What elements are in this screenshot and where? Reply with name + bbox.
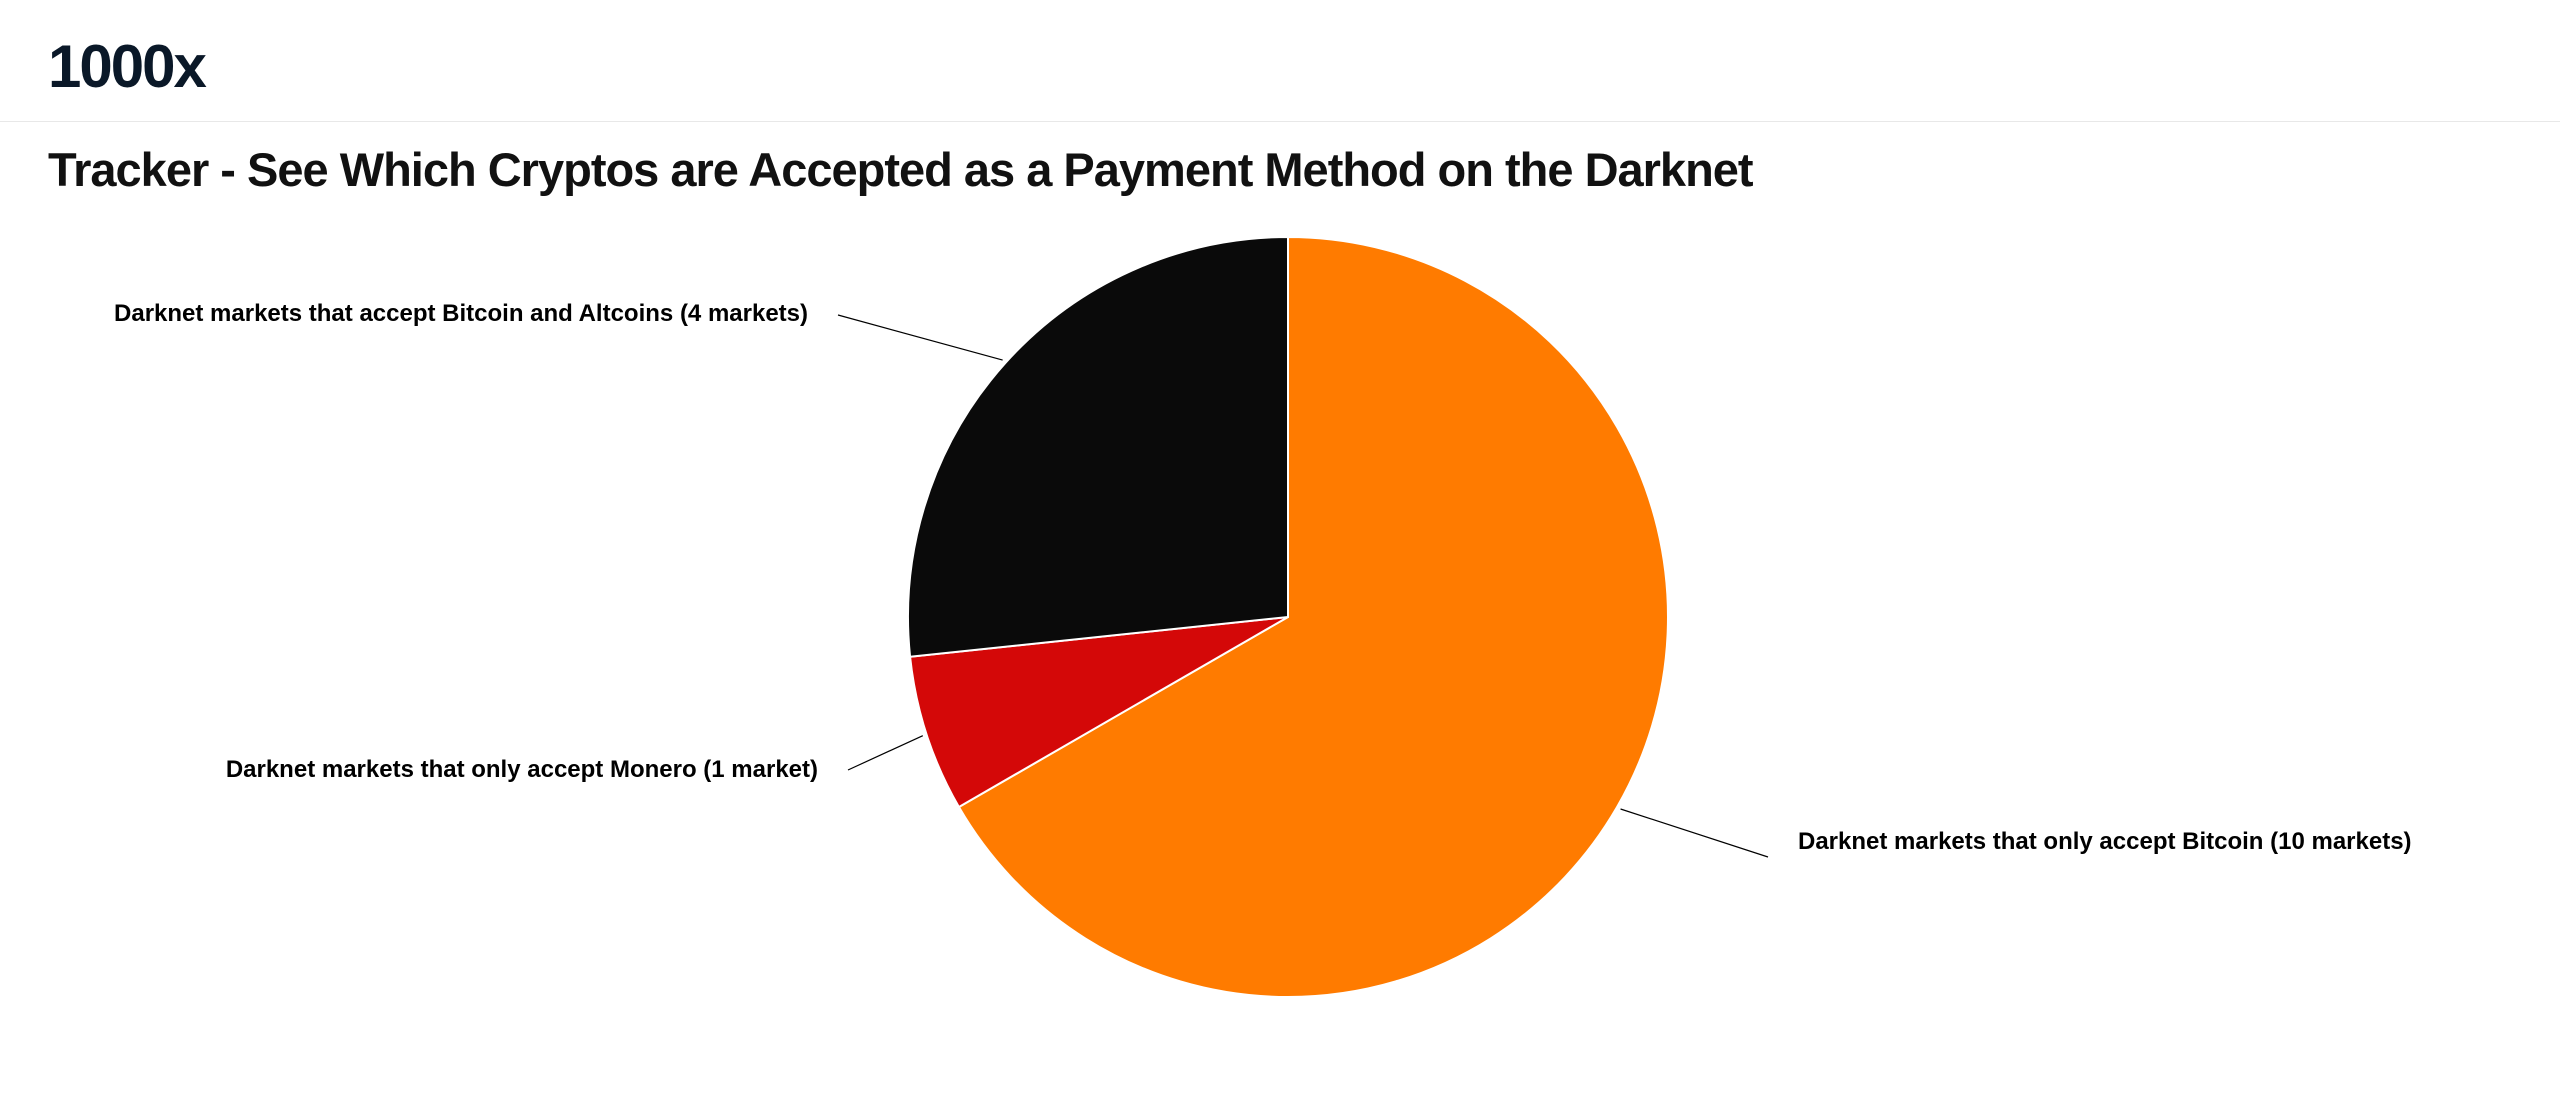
slice-label: Darknet markets that accept Bitcoin and … — [114, 300, 808, 327]
pie-slice — [910, 617, 1288, 807]
pie-chart: Darknet markets that only accept Bitcoin… — [48, 237, 2512, 1097]
slice-label: Darknet markets that only accept Bitcoin… — [1798, 828, 2412, 855]
leader-line — [848, 736, 923, 770]
page-title: Tracker - See Which Cryptos are Accepted… — [48, 142, 2512, 197]
leader-line — [838, 315, 1003, 360]
leader-line — [1621, 809, 1768, 857]
pie-slice — [959, 237, 1668, 997]
pie-svg: Darknet markets that only accept Bitcoin… — [48, 237, 2508, 1097]
brand-logo: 1000x — [48, 32, 205, 101]
pie-slice — [908, 237, 1288, 657]
slice-label: Darknet markets that only accept Monero … — [226, 756, 818, 783]
page-header: 1000x — [0, 0, 2560, 122]
page-content: Tracker - See Which Cryptos are Accepted… — [0, 122, 2560, 1097]
logo-text: 1000x — [48, 33, 205, 100]
